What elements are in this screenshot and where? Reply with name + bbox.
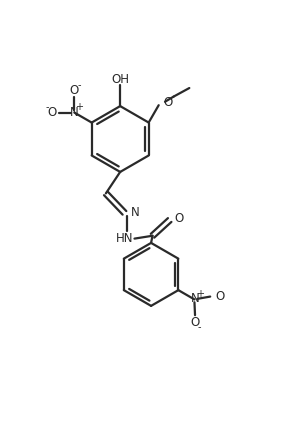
Text: +: +: [75, 102, 84, 112]
Text: OH: OH: [111, 73, 129, 86]
Text: O: O: [215, 290, 224, 302]
Text: N: N: [70, 106, 79, 119]
Text: N: N: [131, 206, 140, 219]
Text: -: -: [198, 322, 201, 332]
Text: -: -: [78, 80, 81, 90]
Text: HN: HN: [116, 232, 133, 245]
Text: O: O: [48, 106, 57, 119]
Text: +: +: [196, 289, 204, 299]
Text: O: O: [164, 96, 173, 109]
Text: O: O: [70, 84, 79, 97]
Text: N: N: [191, 293, 199, 305]
Text: O: O: [190, 316, 200, 329]
Text: O: O: [175, 212, 184, 225]
Text: -: -: [45, 102, 49, 112]
